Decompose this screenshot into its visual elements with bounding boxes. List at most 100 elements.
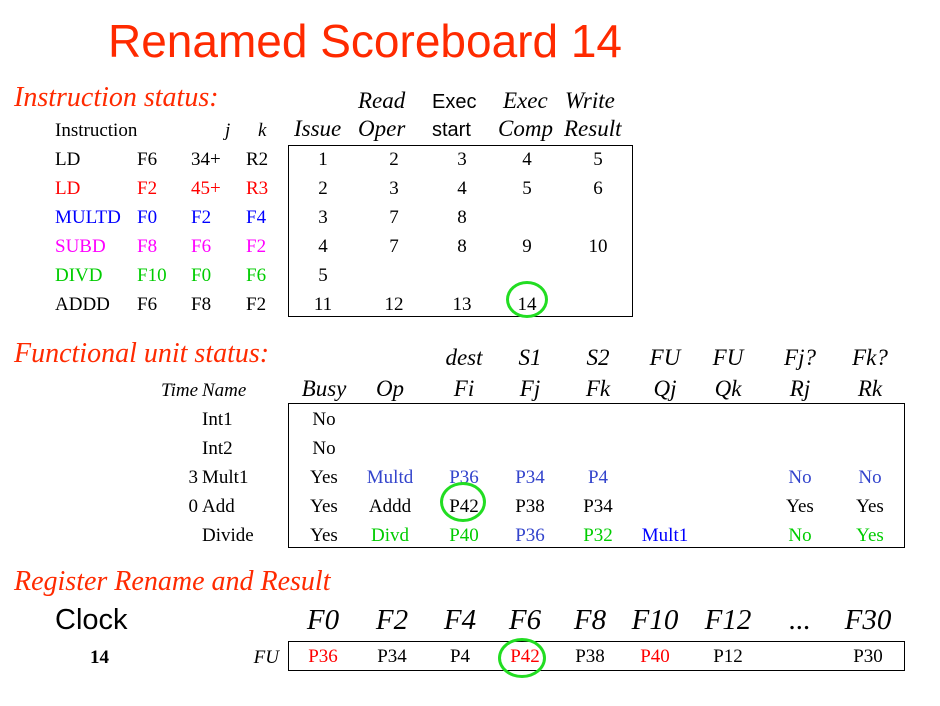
instr-cell-write: 6 [593, 178, 603, 199]
highlight-circle-fi [440, 482, 486, 522]
fu-cell-fi: P40 [449, 525, 479, 546]
col-read-top: Read [358, 88, 406, 113]
col-read-bot: Oper [358, 116, 406, 141]
col-comp-bot: Comp [498, 116, 553, 141]
instr-cell-write: 5 [593, 149, 603, 170]
instr-cell-issue: 11 [313, 294, 333, 315]
instr-cell-issue: 5 [318, 265, 328, 286]
register-value: P40 [640, 646, 670, 667]
fu-h-qk: Qk [714, 376, 742, 401]
instr-cell-exec: 4 [457, 178, 467, 199]
register-value: P12 [713, 646, 743, 667]
fu-h-s2: S2 [586, 345, 610, 370]
register-rename-heading: Register Rename and Result [14, 566, 331, 597]
instr-cell-read: 2 [389, 149, 399, 170]
instr-cell-op: MULTD [55, 207, 121, 228]
instr-cell-dest: F6 [137, 294, 158, 315]
highlight-circle-comp [506, 281, 548, 318]
fu-h-fu2: FU [712, 345, 744, 370]
register-header: F6 [508, 604, 542, 636]
register-header: F0 [306, 604, 340, 636]
register-value: P4 [449, 646, 471, 667]
col-issue: Issue [294, 116, 342, 141]
fu-h-fj: Fj [519, 376, 541, 401]
register-value: P30 [853, 646, 883, 667]
instr-cell-k: F4 [246, 207, 267, 228]
fu-h-rk: Rk [857, 376, 883, 401]
col-write-top: Write [565, 88, 615, 113]
instr-cell-dest: F8 [137, 236, 158, 257]
instr-cell-dest: F10 [137, 265, 167, 286]
instr-cell-exec: 13 [452, 294, 472, 315]
instr-cell-read: 3 [389, 178, 399, 199]
fu-table-box [288, 403, 905, 548]
highlight-circle-f6 [498, 638, 546, 678]
instr-cell-j: F2 [191, 207, 212, 228]
instr-cell-dest: F0 [137, 207, 158, 228]
instr-cell-read: 7 [389, 207, 399, 228]
instr-cell-read: 12 [384, 294, 404, 315]
fu-status-heading: Functional unit status: [14, 338, 270, 369]
instr-cell-k: R2 [246, 149, 269, 170]
instr-cell-k: F2 [246, 236, 267, 257]
fu-cell-op: Multd [366, 467, 414, 488]
fu-cell-fk: P32 [583, 525, 613, 546]
instr-cell-k: F6 [246, 265, 267, 286]
fu-h-name: Name [202, 380, 247, 401]
instr-cell-issue: 3 [318, 207, 328, 228]
fu-h-fk: Fk [585, 376, 611, 401]
register-header: F2 [375, 604, 409, 636]
instr-cell-j: F8 [191, 294, 212, 315]
instr-cell-j: F6 [191, 236, 212, 257]
fu-cell-rj: No [788, 525, 812, 546]
instr-cell-j: 45+ [191, 178, 221, 199]
fu-cell-fk: P4 [587, 467, 609, 488]
register-header: F30 [844, 604, 892, 636]
fu-h-qj: Qj [653, 376, 677, 401]
instr-cell-op: SUBD [55, 236, 106, 257]
fu-cell-qj: Mult1 [641, 525, 689, 546]
register-header: ... [789, 604, 811, 636]
register-table-box [288, 641, 905, 671]
fu-h-fjq: Fj? [784, 345, 816, 370]
clock-label: Clock [55, 604, 128, 636]
instr-cell-op: ADDD [55, 294, 110, 315]
fu-cell-name: Divide [202, 525, 254, 546]
clock-value: 14 [90, 647, 109, 668]
slide-title: Renamed Scoreboard 14 [108, 15, 622, 67]
fu-cell-name: Add [202, 496, 235, 517]
fu-cell-fk: P34 [583, 496, 613, 517]
fu-row-label: FU [253, 647, 279, 668]
fu-cell-busy: No [312, 438, 336, 459]
fu-h-s1: S1 [518, 345, 542, 370]
col-instruction: Instruction [55, 120, 138, 141]
fu-cell-time: 3 [188, 467, 199, 488]
instr-cell-j: 34+ [191, 149, 221, 170]
register-header: F12 [704, 604, 752, 636]
instr-cell-k: R3 [246, 178, 269, 199]
fu-cell-name: Mult1 [202, 467, 249, 488]
instr-cell-comp: 9 [522, 236, 532, 257]
instr-cell-write: 10 [588, 236, 608, 257]
fu-h-op: Op [375, 376, 405, 401]
instr-cell-k: F2 [246, 294, 267, 315]
register-header: F8 [573, 604, 607, 636]
fu-cell-rk: Yes [856, 496, 884, 517]
instr-cell-comp: 4 [522, 149, 532, 170]
fu-cell-name: Int2 [202, 438, 233, 459]
fu-cell-time: 0 [188, 496, 199, 517]
instr-cell-j: F0 [191, 265, 212, 286]
instr-cell-exec: 8 [457, 207, 467, 228]
fu-cell-op: Addd [368, 496, 412, 517]
fu-cell-rj: Yes [786, 496, 814, 517]
instr-cell-read: 7 [389, 236, 399, 257]
instr-cell-op: LD [55, 178, 81, 199]
fu-cell-name: Int1 [202, 409, 233, 430]
instr-cell-issue: 4 [318, 236, 328, 257]
fu-cell-busy: Yes [310, 496, 338, 517]
fu-cell-fj: P34 [515, 467, 545, 488]
register-header: F10 [631, 604, 679, 636]
col-exec-top: Exec [432, 91, 477, 113]
col-comp-top: Exec [503, 88, 548, 113]
instr-cell-exec: 8 [457, 236, 467, 257]
